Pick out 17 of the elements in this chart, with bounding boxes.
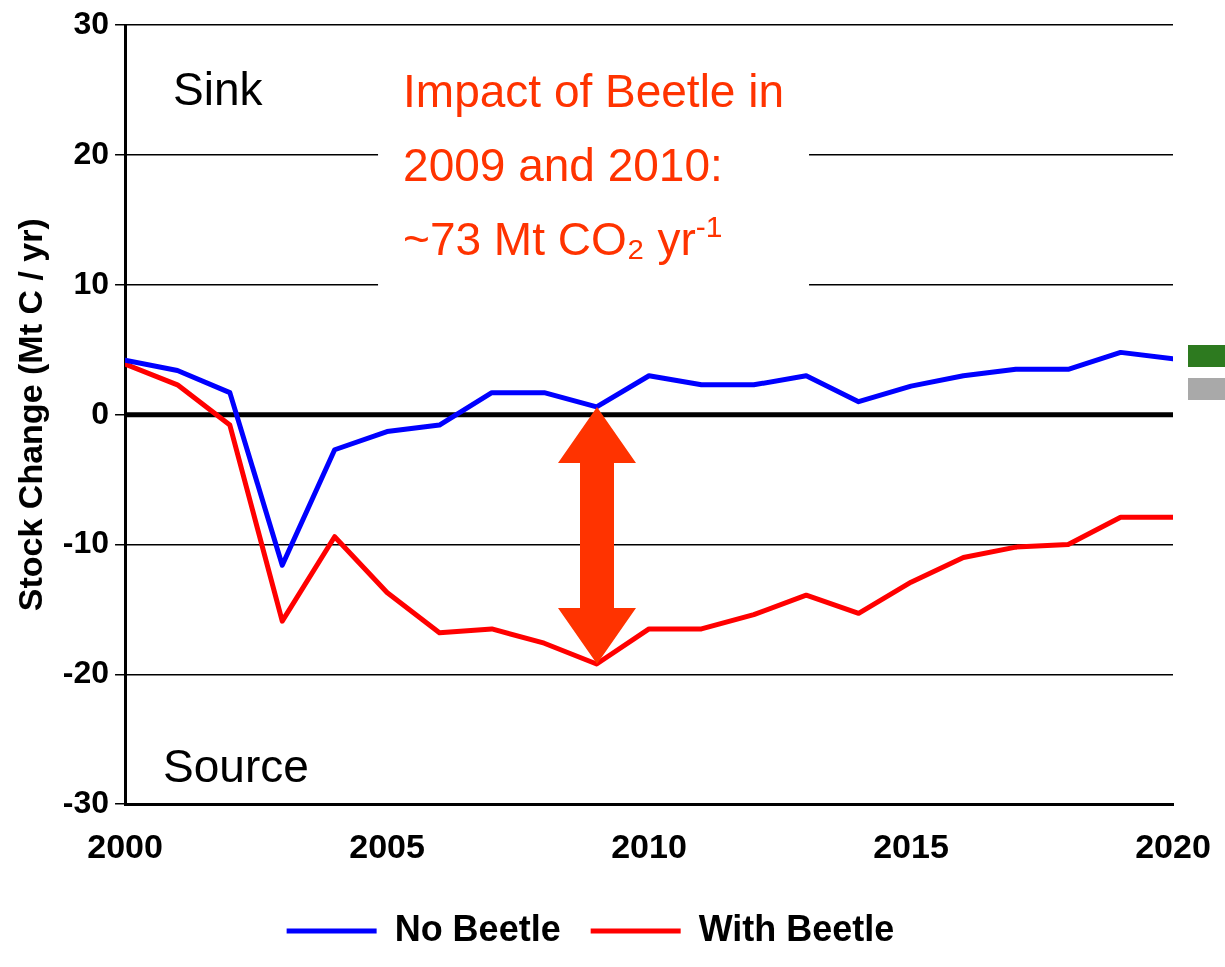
y-tick-label: 20	[73, 134, 110, 171]
y-tick-label: -30	[62, 784, 110, 821]
y-tick-label: -20	[62, 654, 110, 691]
x-tick-label: 2000	[87, 826, 163, 865]
y-axis-title: Stock Change (Mt C / yr)	[10, 218, 49, 612]
y-tick-label: 10	[73, 264, 110, 301]
x-tick-label: 2005	[349, 826, 425, 865]
legend-label: No Beetle	[394, 907, 561, 949]
y-tick-label: 0	[91, 394, 110, 431]
annotation: Source	[163, 740, 309, 793]
y-tick-label: -10	[62, 524, 110, 561]
y-tick-label: 30	[73, 5, 110, 42]
x-tick-label: 2020	[1135, 826, 1211, 865]
x-tick-label: 2015	[873, 826, 949, 865]
annotation: Sink	[173, 63, 264, 116]
legend-label: With Beetle	[698, 907, 895, 949]
x-tick-label: 2010	[611, 826, 687, 865]
